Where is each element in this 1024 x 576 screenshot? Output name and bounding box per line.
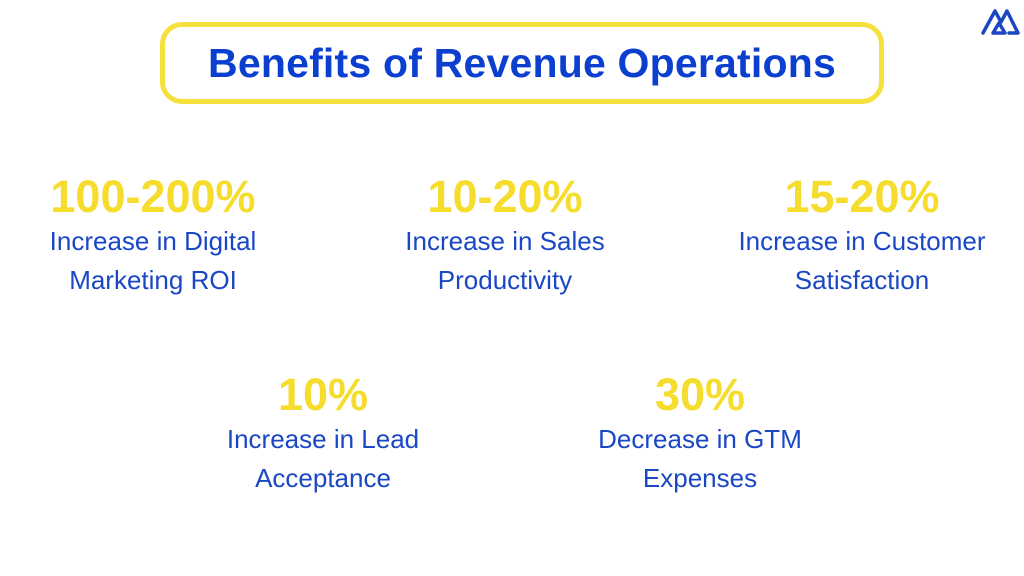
stat-gtm-expenses: 30% Decrease in GTM Expenses — [530, 370, 870, 498]
title-box: Benefits of Revenue Operations — [160, 22, 884, 104]
stat-label-line1: Increase in Digital — [49, 226, 257, 256]
stat-label-line1: Decrease in GTM — [598, 424, 802, 454]
stat-digital-marketing-roi: 100-200% Increase in Digital Marketing R… — [0, 172, 323, 300]
stat-value: 100-200% — [50, 171, 256, 222]
stat-label-line2: Expenses — [642, 463, 758, 493]
stat-value: 10% — [277, 369, 369, 420]
stat-customer-satisfaction: 15-20% Increase in Customer Satisfaction — [692, 172, 1024, 300]
mountain-logo-icon — [981, 9, 1020, 35]
stat-label-line2: Satisfaction — [794, 265, 930, 295]
stat-label-line1: Increase in Customer — [738, 226, 986, 256]
stat-value: 15-20% — [784, 171, 940, 222]
stat-value: 10-20% — [427, 171, 583, 222]
stat-lead-acceptance: 10% Increase in Lead Acceptance — [153, 370, 493, 498]
stat-label-line2: Marketing ROI — [69, 265, 237, 295]
stat-label-line2: Productivity — [437, 265, 573, 295]
stat-label-line1: Increase in Lead — [226, 424, 420, 454]
stat-value: 30% — [654, 369, 746, 420]
page-title: Benefits of Revenue Operations — [208, 39, 836, 86]
stat-sales-productivity: 10-20% Increase in Sales Productivity — [335, 172, 675, 300]
stat-label-line2: Acceptance — [255, 463, 391, 493]
stat-label-line1: Increase in Sales — [405, 226, 605, 256]
